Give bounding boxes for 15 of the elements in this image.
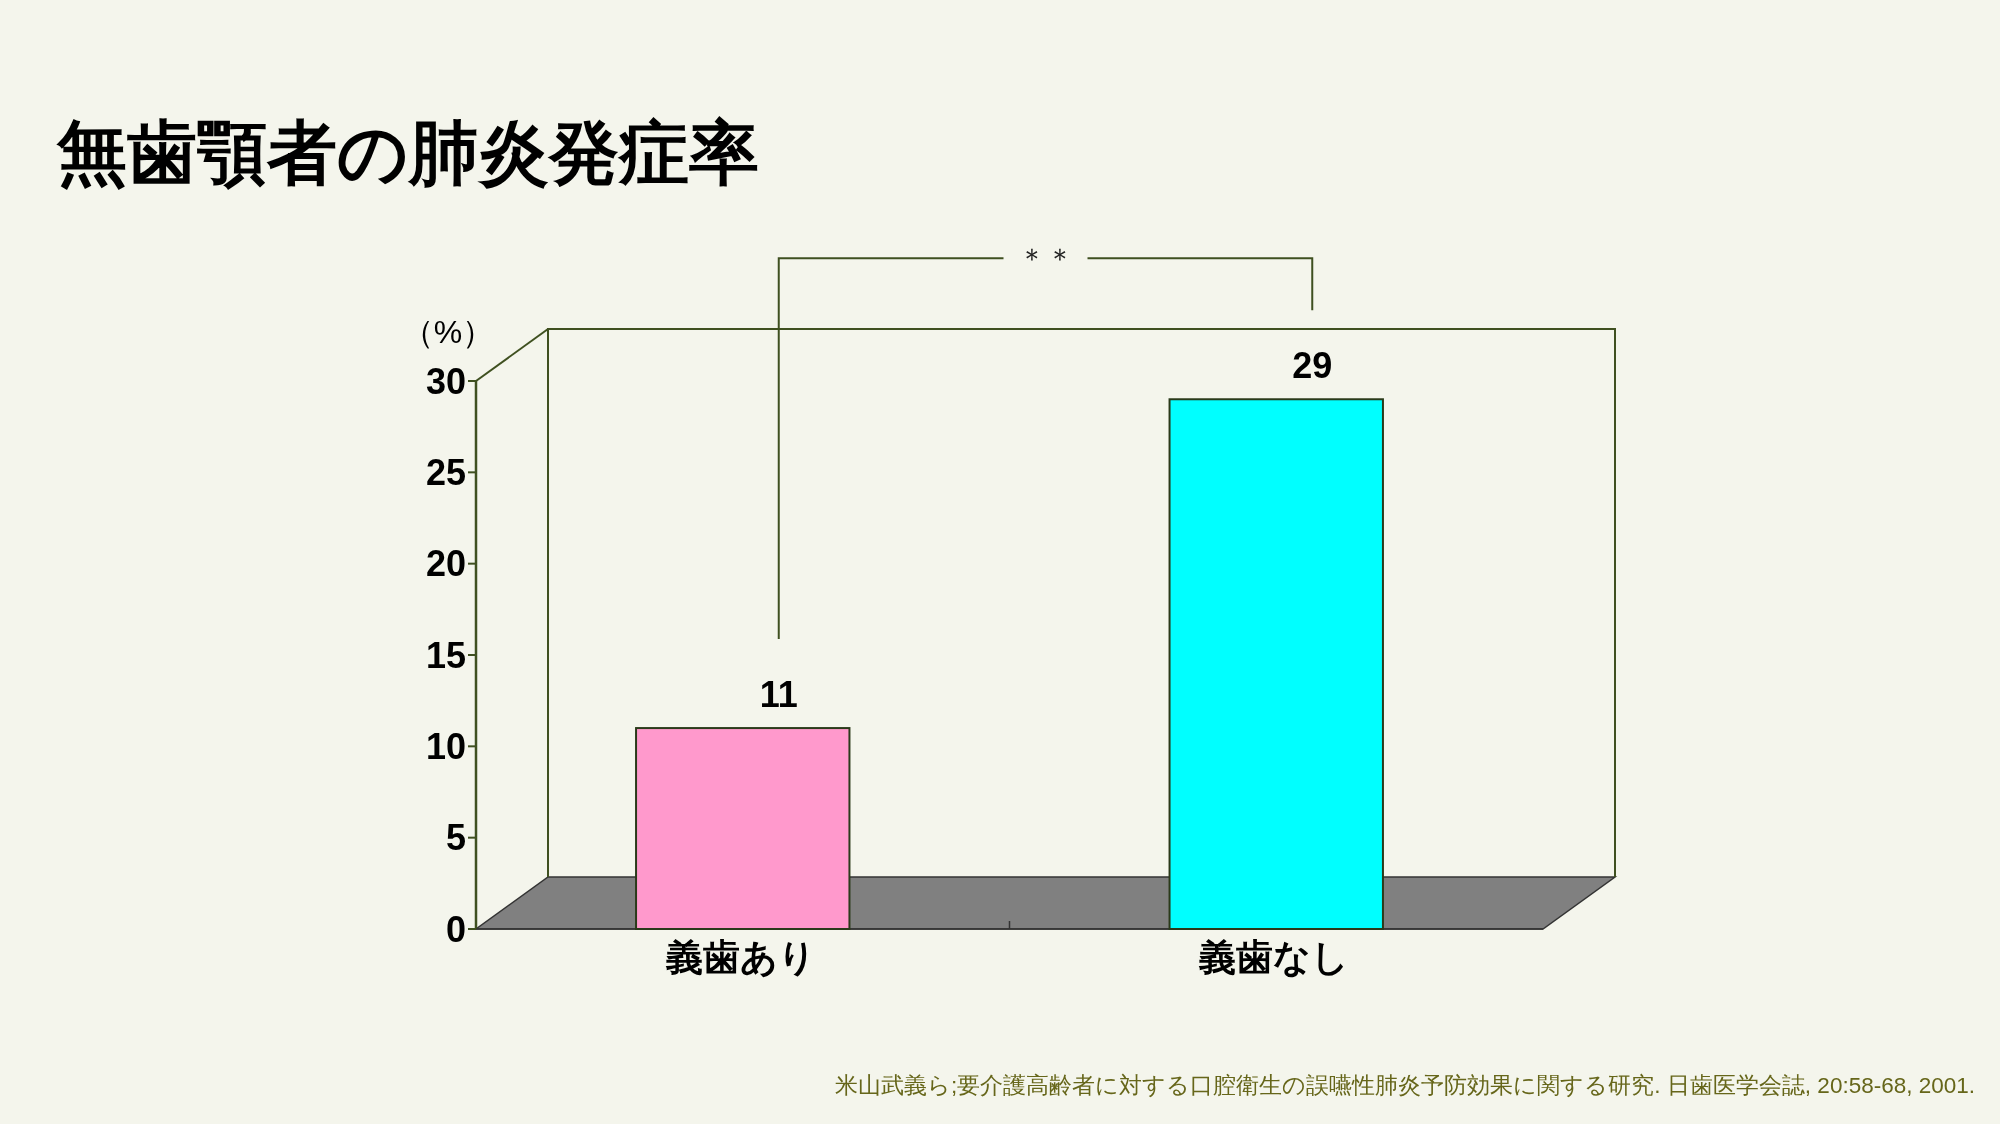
y-tick-label: 10 (425, 725, 466, 767)
y-tick-label: 0 (445, 908, 466, 950)
x-tick-label: 義歯あり (664, 936, 816, 978)
y-tick-label: 30 (425, 360, 466, 402)
data-label: 11 (759, 673, 798, 715)
y-axis-title: （%） (401, 314, 495, 350)
y-tick-label: 25 (425, 451, 466, 493)
data-label: 29 (1292, 344, 1333, 386)
chart-title: 無歯顎者の肺炎発症率 (56, 114, 759, 192)
text: 米山武義ら;要介護高齢者に対する口腔衛生の誤嚥性肺炎予防効果に関する研究. 日歯医学会誌, 20:58-68, 2001. (835, 1072, 1975, 1098)
y-tick-label: 20 (425, 543, 466, 585)
x-tick-label: 義歯なし (1198, 936, 1350, 978)
y-tick-label: 15 (425, 634, 466, 676)
y-tick-label: 5 (445, 817, 466, 859)
text: ＊＊ (1017, 242, 1074, 274)
